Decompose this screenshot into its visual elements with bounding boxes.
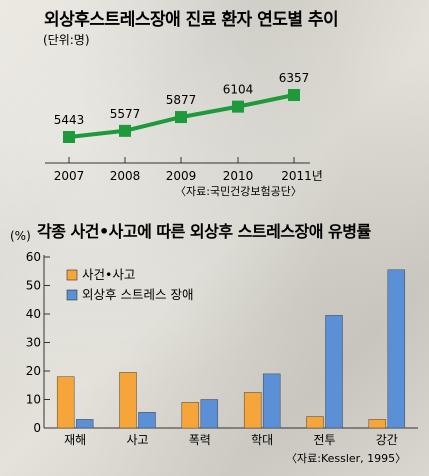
bar-chart-source: 〈자료:Kessler, 1995〉 bbox=[286, 452, 406, 465]
line-data-label: 5877 bbox=[166, 93, 197, 107]
line-data-point bbox=[232, 100, 244, 113]
bar-ptsd bbox=[138, 412, 156, 429]
line-chart-x-ticks bbox=[68, 157, 295, 163]
line-data-label: 5443 bbox=[54, 113, 85, 127]
bar-incident bbox=[181, 402, 200, 429]
bar-ptsd bbox=[325, 315, 343, 429]
line-x-tick-label: 2010 bbox=[223, 169, 254, 183]
bar-x-tick-label: 재해 bbox=[64, 433, 86, 447]
bar-y-tick-label: 10 bbox=[26, 393, 41, 407]
line-chart-marks: 5443 5577 5877 6104 6357 bbox=[54, 71, 310, 143]
bar-chart-title: 각종 사건•사고에 따른 외상후 스트레스장애 유병률 bbox=[37, 222, 371, 241]
line-data-label: 5577 bbox=[110, 107, 141, 121]
bar-y-tick-label: 0 bbox=[33, 421, 41, 435]
bar-incident bbox=[56, 376, 75, 429]
line-data-point bbox=[288, 89, 300, 101]
bar-chart-y-ticks: 0 10 20 30 40 50 60 bbox=[26, 250, 50, 435]
bar-incident bbox=[368, 419, 387, 429]
legend-label-ptsd: 외상후 스트레스 장애 bbox=[82, 287, 193, 302]
line-data-point bbox=[63, 131, 75, 143]
bar-x-tick-label: 사고 bbox=[126, 433, 148, 447]
bar-chart-bars bbox=[56, 269, 406, 429]
legend-swatch-ptsd bbox=[66, 289, 78, 301]
line-x-tick-label: 2009 bbox=[166, 169, 197, 183]
line-x-tick-label: 2007 bbox=[54, 169, 85, 183]
line-x-tick-label: 2008 bbox=[110, 169, 141, 183]
line-chart-unit: (단위:명) bbox=[43, 33, 90, 47]
legend-label-incident: 사건•사고 bbox=[82, 267, 135, 282]
line-data-point bbox=[175, 111, 187, 124]
bar-incident bbox=[243, 392, 262, 429]
bar-incident bbox=[306, 416, 324, 429]
bar-chart-y-unit: (%) bbox=[10, 229, 31, 243]
bar-y-tick-label: 30 bbox=[26, 336, 41, 350]
bar-ptsd bbox=[75, 419, 94, 429]
legend-swatch-incident bbox=[66, 269, 78, 281]
line-chart-title: 외상후스트레스장애 진료 환자 연도별 추이 bbox=[44, 9, 338, 30]
bar-ptsd bbox=[262, 373, 281, 429]
line-x-tick-label: 2011년 bbox=[281, 169, 323, 183]
line-data-label: 6104 bbox=[223, 83, 254, 97]
bar-ptsd bbox=[200, 399, 219, 429]
bar-chart-x-labels: 재해 사고 폭력 학대 전투 강간 bbox=[64, 433, 398, 447]
bar-y-tick-label: 60 bbox=[26, 250, 41, 264]
bar-incident bbox=[119, 372, 137, 429]
bar-x-tick-label: 전투 bbox=[313, 433, 335, 447]
bar-x-tick-label: 학대 bbox=[251, 433, 273, 447]
line-data-label: 6357 bbox=[279, 71, 310, 85]
line-chart-x-labels: 2007 2008 2009 2010 2011년 bbox=[54, 169, 323, 183]
bar-y-tick-label: 40 bbox=[26, 307, 41, 321]
bar-y-tick-label: 20 bbox=[26, 364, 41, 378]
bar-ptsd bbox=[387, 269, 406, 429]
line-chart-source: 〈자료:국민건강보험공단〉 bbox=[175, 185, 302, 198]
line-data-point bbox=[119, 124, 131, 137]
bar-x-tick-label: 강간 bbox=[376, 433, 398, 447]
bar-y-tick-label: 50 bbox=[26, 279, 41, 293]
bar-x-tick-label: 폭력 bbox=[189, 433, 211, 447]
